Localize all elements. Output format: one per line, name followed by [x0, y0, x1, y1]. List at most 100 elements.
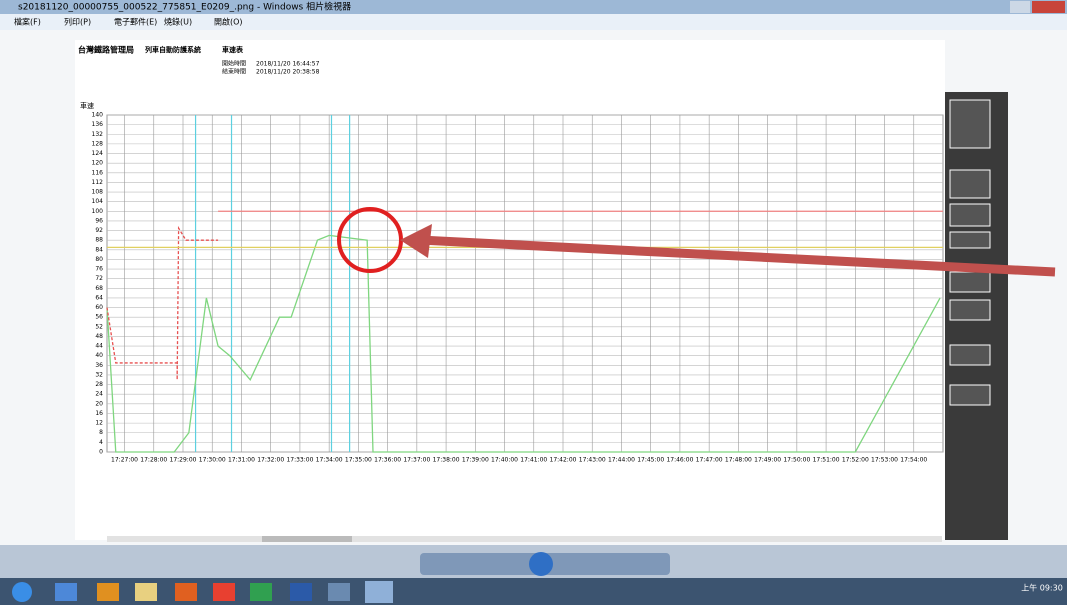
x-tick-label: 17:29:00 — [170, 457, 197, 464]
y-tick-label: 140 — [92, 112, 104, 119]
y-tick-label: 120 — [92, 160, 104, 167]
y-axis-label: 車速 — [80, 101, 94, 110]
x-tick-label: 17:28:00 — [140, 457, 167, 464]
y-tick-label: 0 — [99, 449, 103, 456]
menu-item[interactable]: 電子郵件(E) — [114, 17, 157, 27]
slideshow-button[interactable] — [529, 552, 553, 576]
y-tick-label: 36 — [95, 362, 103, 369]
y-tick-label: 4 — [99, 439, 103, 446]
y-tick-label: 44 — [95, 343, 103, 350]
taskbar-app[interactable] — [135, 583, 157, 601]
y-tick-label: 84 — [95, 246, 103, 253]
legend-box — [950, 170, 990, 198]
y-tick-label: 68 — [95, 285, 103, 292]
y-tick-label: 24 — [95, 391, 103, 398]
menu-bar — [0, 14, 1067, 30]
x-tick-label: 17:38:00 — [433, 457, 460, 464]
taskbar — [0, 578, 1067, 605]
taskbar-app[interactable] — [213, 583, 235, 601]
legend-box — [950, 300, 990, 320]
legend-box — [950, 272, 990, 292]
y-tick-label: 56 — [95, 314, 103, 321]
screen: s20181120_00000755_000522_775851_E0209_.… — [0, 0, 1067, 605]
x-tick-label: 17:33:00 — [286, 457, 313, 464]
taskbar-app[interactable] — [290, 583, 312, 601]
x-tick-label: 17:43:00 — [579, 457, 606, 464]
window-title: s20181120_00000755_000522_775851_E0209_.… — [18, 1, 351, 13]
legend-box — [950, 232, 990, 248]
plot-area — [107, 115, 943, 452]
x-tick-label: 17:51:00 — [813, 457, 840, 464]
x-tick-label: 17:32:00 — [257, 457, 284, 464]
x-tick-label: 17:36:00 — [374, 457, 401, 464]
scrollbar[interactable] — [107, 536, 942, 542]
y-tick-label: 40 — [95, 352, 103, 359]
start-label: 開始時間 — [222, 60, 246, 68]
agency: 台灣鐵路管理局 — [78, 45, 134, 55]
legend-box — [950, 100, 990, 148]
taskbar-app[interactable] — [97, 583, 119, 601]
clock: 上午 09:30 — [1021, 583, 1063, 593]
x-tick-label: 17:49:00 — [754, 457, 781, 464]
menu-item[interactable]: 開啟(O) — [214, 17, 243, 27]
menu-item[interactable]: 列印(P) — [64, 17, 91, 27]
y-tick-label: 8 — [99, 429, 103, 436]
x-tick-label: 17:50:00 — [783, 457, 810, 464]
close[interactable] — [1032, 1, 1065, 13]
x-tick-label: 17:45:00 — [637, 457, 664, 464]
y-tick-label: 88 — [95, 237, 103, 244]
x-tick-label: 17:44:00 — [608, 457, 635, 464]
maximize[interactable] — [1010, 1, 1030, 13]
x-tick-label: 17:54:00 — [900, 457, 927, 464]
y-tick-label: 108 — [92, 189, 104, 196]
x-tick-label: 17:52:00 — [842, 457, 869, 464]
y-tick-label: 72 — [95, 275, 103, 282]
x-tick-label: 17:46:00 — [666, 457, 693, 464]
y-tick-label: 20 — [95, 400, 103, 407]
x-tick-label: 17:35:00 — [345, 457, 372, 464]
y-tick-label: 80 — [95, 256, 103, 263]
x-tick-label: 17:37:00 — [403, 457, 430, 464]
menu-item[interactable]: 燒錄(U) — [164, 17, 192, 27]
y-tick-label: 64 — [95, 294, 103, 301]
x-tick-label: 17:40:00 — [491, 457, 518, 464]
legend-box — [950, 385, 990, 405]
x-tick-label: 17:41:00 — [520, 457, 547, 464]
taskbar-app[interactable] — [328, 583, 350, 601]
start: 2018/11/20 16:44:57 — [256, 61, 320, 68]
taskbar-app[interactable] — [175, 583, 197, 601]
y-tick-label: 128 — [92, 140, 104, 147]
y-tick-label: 32 — [95, 371, 103, 378]
y-tick-label: 48 — [95, 333, 103, 340]
x-tick-label: 17:42:00 — [550, 457, 577, 464]
y-tick-label: 132 — [92, 131, 104, 138]
y-tick-label: 52 — [95, 323, 103, 330]
x-tick-label: 17:47:00 — [696, 457, 723, 464]
taskbar-app[interactable] — [55, 583, 77, 601]
end: 2018/11/20 20:38:58 — [256, 69, 320, 76]
y-tick-label: 96 — [95, 217, 103, 224]
x-tick-label: 17:34:00 — [316, 457, 343, 464]
end-label: 結束時間 — [222, 68, 246, 76]
y-tick-label: 28 — [95, 381, 103, 388]
y-tick-label: 76 — [95, 266, 103, 273]
system: 列車自動防護系統 — [145, 45, 201, 54]
y-tick-label: 92 — [95, 227, 103, 234]
legend-box — [950, 204, 990, 226]
y-tick-label: 100 — [92, 208, 104, 215]
y-tick-label: 12 — [95, 420, 103, 427]
y-tick-label: 116 — [92, 169, 104, 176]
legend-box — [950, 345, 990, 365]
x-tick-label: 17:53:00 — [871, 457, 898, 464]
x-tick-label: 17:39:00 — [462, 457, 489, 464]
taskbar-app[interactable] — [365, 581, 393, 603]
x-tick-label: 17:30:00 — [199, 457, 226, 464]
x-tick-label: 17:48:00 — [725, 457, 752, 464]
y-tick-label: 136 — [92, 121, 104, 128]
y-tick-label: 104 — [92, 198, 104, 205]
scroll-thumb[interactable] — [262, 536, 352, 542]
start-button[interactable] — [12, 582, 32, 602]
menu-item[interactable]: 檔案(F) — [14, 17, 41, 27]
y-tick-label: 16 — [95, 410, 103, 417]
taskbar-app[interactable] — [250, 583, 272, 601]
